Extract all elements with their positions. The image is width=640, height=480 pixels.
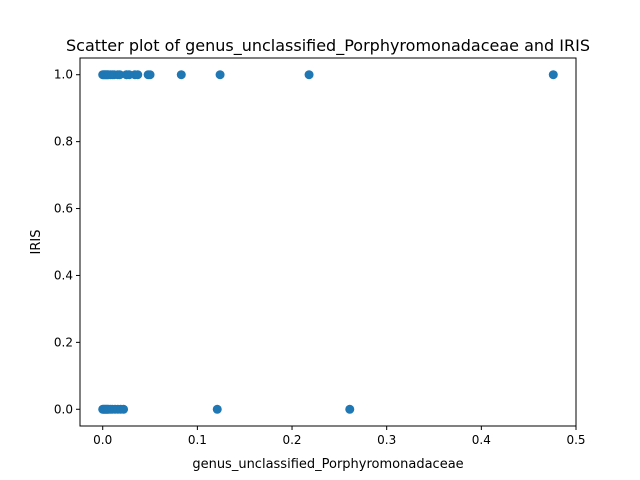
data-point — [304, 70, 314, 80]
y-tick-label: 0.4 — [54, 268, 73, 282]
y-axis: 0.0 0.2 0.4 0.6 0.8 1.0 — [54, 68, 80, 416]
data-point — [145, 70, 155, 80]
x-axis-label: genus_unclassified_Porphyromonadaceae — [192, 457, 463, 472]
y-tick-label: 0.6 — [54, 202, 73, 216]
data-point — [212, 404, 222, 414]
data-point — [345, 404, 355, 414]
y-tick-label: 1.0 — [54, 68, 73, 82]
data-point — [548, 70, 558, 80]
points-layer — [98, 70, 558, 414]
data-point — [119, 404, 129, 414]
data-point — [133, 70, 143, 80]
chart-title: Scatter plot of genus_unclassified_Porph… — [66, 36, 590, 56]
x-tick-label: 0.1 — [188, 433, 207, 447]
y-tick-label: 0.8 — [54, 135, 73, 149]
x-tick-label: 0.3 — [377, 433, 396, 447]
data-point — [115, 70, 125, 80]
x-tick-label: 0.4 — [472, 433, 491, 447]
x-axis: 0.0 0.1 0.2 0.3 0.4 0.5 — [93, 426, 586, 447]
data-point — [215, 70, 225, 80]
y-axis-label: IRIS — [29, 230, 44, 255]
y-tick-label: 0.2 — [54, 335, 73, 349]
plot-frame — [79, 57, 577, 427]
x-tick-label: 0.5 — [566, 433, 585, 447]
data-point — [176, 70, 186, 80]
y-tick-label: 0.0 — [54, 402, 73, 416]
x-tick-label: 0.2 — [282, 433, 301, 447]
x-tick-label: 0.0 — [93, 433, 112, 447]
